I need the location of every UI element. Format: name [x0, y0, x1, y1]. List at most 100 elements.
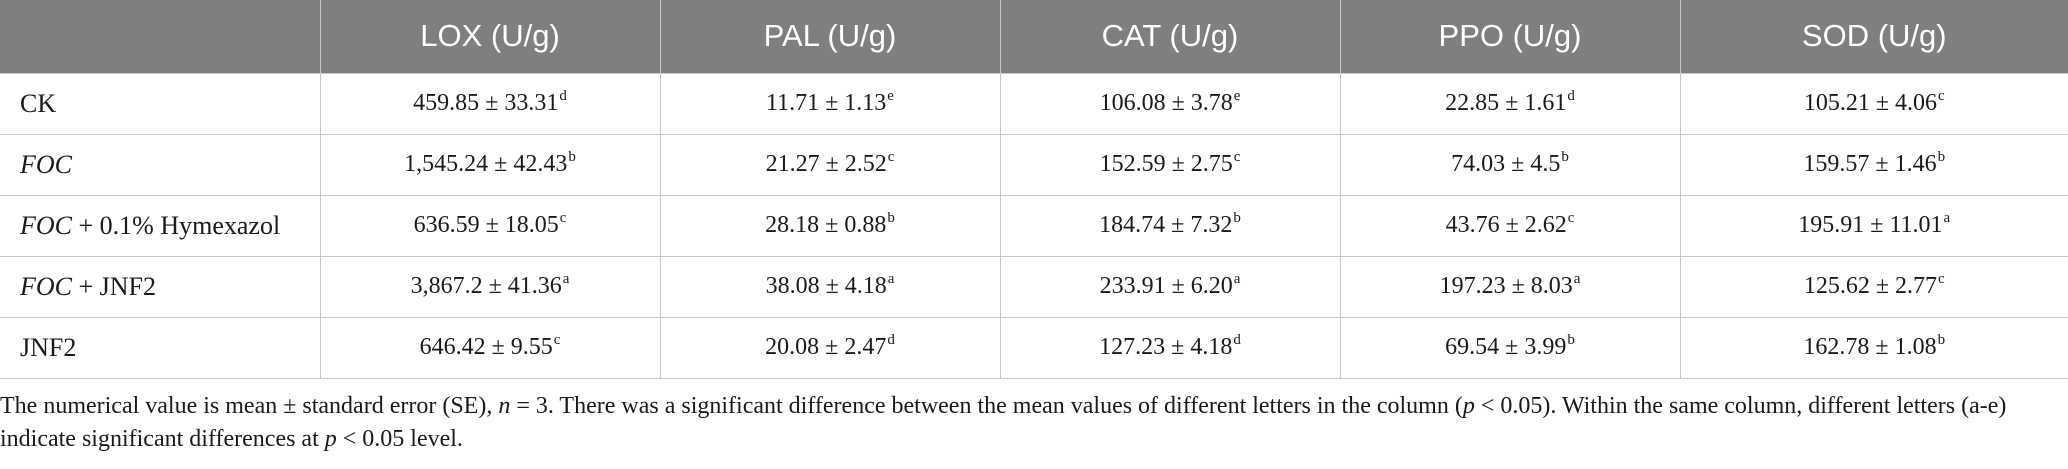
- footnote-n-symbol: n: [498, 393, 511, 419]
- cell-value: 38.08 ± 4.18: [765, 273, 887, 299]
- header-cell-pal: PAL (U/g): [659, 0, 1000, 73]
- table-cell: 105.21 ± 4.06c: [1679, 72, 2068, 134]
- footnote-text: < 0.05). Within the same column, differe…: [0, 393, 2007, 452]
- cell-value: 159.57 ± 1.46: [1803, 151, 1937, 177]
- header-cell-sod: SOD (U/g): [1679, 0, 2068, 73]
- table-cell: 1,545.24 ± 42.43b: [319, 133, 660, 195]
- table-footnote: The numerical value is mean ± standard e…: [0, 390, 2050, 456]
- significance-letter: a: [1233, 271, 1241, 287]
- footnote-p-symbol: p: [1462, 393, 1475, 419]
- table-cell: 38.08 ± 4.18a: [659, 255, 1000, 317]
- cell-value: 127.23 ± 4.18: [1099, 334, 1233, 360]
- table-cell: 162.78 ± 1.08b: [1679, 316, 2068, 379]
- footnote-p-symbol: p: [324, 426, 337, 452]
- significance-letter: c: [1233, 149, 1241, 165]
- row-label: CK: [0, 72, 320, 134]
- cell-value: 28.18 ± 0.88: [765, 212, 887, 238]
- footnote-text: = 3. There was a significant difference …: [510, 393, 1463, 419]
- significance-letter: d: [887, 332, 895, 348]
- row-label-text: CK: [20, 88, 57, 118]
- table-cell: 125.62 ± 2.77c: [1679, 255, 2068, 317]
- table-cell: 184.74 ± 7.32b: [999, 194, 1340, 256]
- cell-value: 162.78 ± 1.08: [1803, 334, 1937, 360]
- row-label: FOC + 0.1% Hymexazol: [0, 194, 320, 256]
- significance-letter: b: [1937, 332, 1946, 348]
- significance-letter: d: [1567, 88, 1575, 104]
- significance-letter: b: [1561, 149, 1569, 165]
- cell-value: 22.85 ± 1.61: [1445, 90, 1567, 116]
- significance-letter: c: [1567, 210, 1575, 226]
- significance-letter: c: [553, 332, 561, 348]
- table-cell: 28.18 ± 0.88b: [659, 194, 1000, 256]
- table-row: JNF2 646.42 ± 9.55c 20.08 ± 2.47d 127.23…: [0, 316, 2068, 379]
- significance-letter: b: [1233, 210, 1241, 226]
- significance-letter: d: [559, 88, 567, 104]
- table-cell: 69.54 ± 3.99b: [1339, 316, 1680, 379]
- table-cell: 195.91 ± 11.01a: [1679, 194, 2068, 256]
- significance-letter: a: [887, 271, 895, 287]
- row-label-text: JNF2: [20, 332, 77, 362]
- significance-letter: e: [887, 88, 894, 104]
- table-cell: 106.08 ± 3.78e: [999, 72, 1340, 134]
- header-cell-ppo: PPO (U/g): [1339, 0, 1680, 73]
- significance-letter: d: [1233, 332, 1241, 348]
- row-label: FOC + JNF2: [0, 255, 320, 317]
- cell-value: 233.91 ± 6.20: [1099, 273, 1233, 299]
- row-label-italic: FOC: [20, 271, 72, 301]
- table-cell: 197.23 ± 8.03a: [1339, 255, 1680, 317]
- footnote-text: The numerical value is mean ± standard e…: [0, 393, 499, 419]
- table-row: CK 459.85 ± 33.31d 11.71 ± 1.13e 106.08 …: [0, 72, 2068, 134]
- significance-letter: a: [1573, 271, 1581, 287]
- table-cell: 459.85 ± 33.31d: [319, 72, 660, 134]
- significance-letter: b: [568, 149, 576, 165]
- cell-value: 152.59 ± 2.75: [1099, 151, 1233, 177]
- significance-letter: a: [562, 271, 570, 287]
- row-label-italic: FOC: [20, 210, 72, 240]
- cell-value: 1,545.24 ± 42.43: [404, 151, 568, 177]
- table-cell: 21.27 ± 2.52c: [659, 133, 1000, 195]
- enzyme-activity-table: LOX (U/g) PAL (U/g) CAT (U/g) PPO (U/g) …: [0, 0, 2068, 379]
- data-table-container: LOX (U/g) PAL (U/g) CAT (U/g) PPO (U/g) …: [0, 0, 2068, 379]
- significance-letter: b: [1567, 332, 1575, 348]
- cell-value: 20.08 ± 2.47: [765, 334, 887, 360]
- cell-value: 11.71 ± 1.13: [766, 90, 887, 116]
- table-cell: 646.42 ± 9.55c: [319, 316, 660, 379]
- significance-letter: c: [1938, 88, 1945, 104]
- table-cell: 159.57 ± 1.46b: [1679, 133, 2068, 195]
- cell-value: 459.85 ± 33.31: [413, 90, 559, 116]
- significance-letter: c: [1938, 271, 1945, 287]
- significance-letter: c: [887, 149, 895, 165]
- cell-value: 195.91 ± 11.01: [1798, 212, 1943, 238]
- row-label: JNF2: [0, 316, 320, 379]
- cell-value: 74.03 ± 4.5: [1451, 151, 1561, 177]
- footnote-text: < 0.05 level.: [336, 426, 463, 452]
- table-cell: 152.59 ± 2.75c: [999, 133, 1340, 195]
- table-cell: 636.59 ± 18.05c: [319, 194, 660, 256]
- table-cell: 127.23 ± 4.18d: [999, 316, 1340, 379]
- cell-value: 69.54 ± 3.99: [1445, 334, 1567, 360]
- header-cell-cat: CAT (U/g): [999, 0, 1340, 73]
- cell-value: 646.42 ± 9.55: [419, 334, 553, 360]
- cell-value: 106.08 ± 3.78: [1099, 90, 1233, 116]
- cell-value: 21.27 ± 2.52: [765, 151, 887, 177]
- cell-value: 636.59 ± 18.05: [413, 212, 559, 238]
- header-cell-lox: LOX (U/g): [319, 0, 660, 73]
- cell-value: 43.76 ± 2.62: [1445, 212, 1567, 238]
- row-label-text: + 0.1% Hymexazol: [72, 210, 281, 240]
- significance-letter: b: [1937, 149, 1946, 165]
- cell-value: 184.74 ± 7.32: [1099, 212, 1233, 238]
- table-row: FOC 1,545.24 ± 42.43b 21.27 ± 2.52c 152.…: [0, 133, 2068, 195]
- row-label-italic: FOC: [20, 149, 72, 179]
- cell-value: 3,867.2 ± 41.36: [410, 273, 562, 299]
- significance-letter: c: [559, 210, 567, 226]
- row-label: FOC: [0, 133, 320, 195]
- table-row: FOC + 0.1% Hymexazol 636.59 ± 18.05c 28.…: [0, 194, 2068, 256]
- table-cell: 3,867.2 ± 41.36a: [319, 255, 660, 317]
- table-cell: 22.85 ± 1.61d: [1339, 72, 1680, 134]
- row-label-text: + JNF2: [72, 271, 157, 301]
- table-cell: 11.71 ± 1.13e: [659, 72, 1000, 134]
- significance-letter: a: [1943, 210, 1951, 226]
- table-row: FOC + JNF2 3,867.2 ± 41.36a 38.08 ± 4.18…: [0, 255, 2068, 317]
- header-cell-treatment: [0, 0, 320, 73]
- cell-value: 197.23 ± 8.03: [1439, 273, 1573, 299]
